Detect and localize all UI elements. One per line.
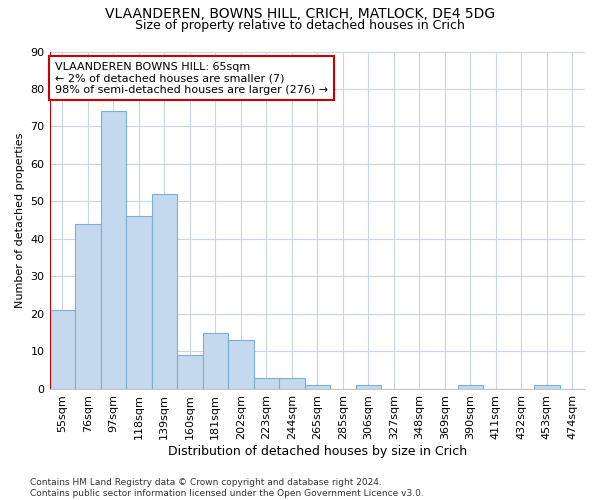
Bar [177, 355, 203, 389]
X-axis label: Distribution of detached houses by size in Crich: Distribution of detached houses by size … [168, 444, 467, 458]
Bar [203, 332, 228, 389]
Bar [254, 378, 279, 389]
Bar [534, 385, 560, 389]
Y-axis label: Number of detached properties: Number of detached properties [15, 132, 25, 308]
Bar [126, 216, 152, 389]
Text: Size of property relative to detached houses in Crich: Size of property relative to detached ho… [135, 18, 465, 32]
Bar [152, 194, 177, 389]
Bar [101, 112, 126, 389]
Bar [50, 310, 75, 389]
Text: Contains HM Land Registry data © Crown copyright and database right 2024.
Contai: Contains HM Land Registry data © Crown c… [30, 478, 424, 498]
Bar [356, 385, 381, 389]
Bar [305, 385, 330, 389]
Bar [228, 340, 254, 389]
Text: VLAANDEREN, BOWNS HILL, CRICH, MATLOCK, DE4 5DG: VLAANDEREN, BOWNS HILL, CRICH, MATLOCK, … [105, 8, 495, 22]
Bar [75, 224, 101, 389]
Bar [458, 385, 483, 389]
Bar [279, 378, 305, 389]
Text: VLAANDEREN BOWNS HILL: 65sqm
← 2% of detached houses are smaller (7)
98% of semi: VLAANDEREN BOWNS HILL: 65sqm ← 2% of det… [55, 62, 328, 95]
